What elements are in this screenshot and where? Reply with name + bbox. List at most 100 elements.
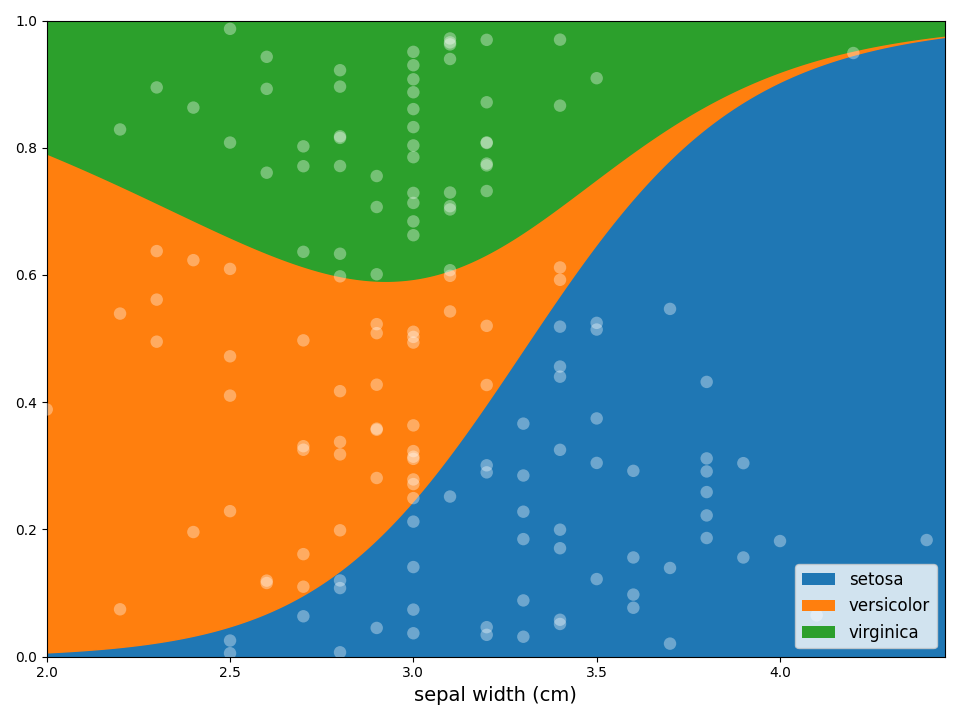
Point <box>552 100 567 112</box>
Point <box>406 453 421 464</box>
Point <box>516 534 531 545</box>
Point <box>552 361 567 372</box>
Point <box>112 308 128 320</box>
Point <box>369 423 384 434</box>
Point <box>149 294 164 305</box>
Point <box>699 486 714 498</box>
Point <box>332 582 348 594</box>
Point <box>223 137 238 148</box>
Point <box>296 161 311 172</box>
Point <box>369 202 384 213</box>
Point <box>259 51 275 63</box>
Point <box>552 618 567 630</box>
Point <box>223 23 238 35</box>
Point <box>699 510 714 521</box>
Point <box>296 335 311 346</box>
Point <box>406 122 421 133</box>
Point <box>846 48 861 59</box>
Point <box>406 451 421 462</box>
Point <box>479 137 494 148</box>
Point <box>223 390 238 401</box>
Point <box>479 138 494 149</box>
Point <box>406 478 421 490</box>
Point <box>516 506 531 518</box>
Point <box>185 254 201 266</box>
Point <box>406 46 421 58</box>
Point <box>332 436 348 448</box>
Point <box>552 321 567 333</box>
Point <box>369 379 384 390</box>
Point <box>406 492 421 504</box>
X-axis label: sepal width (cm): sepal width (cm) <box>415 686 577 705</box>
Point <box>443 32 458 44</box>
Point <box>662 638 678 649</box>
Point <box>332 647 348 658</box>
Point <box>662 562 678 574</box>
Point <box>443 204 458 215</box>
Point <box>149 81 164 93</box>
Point <box>406 187 421 199</box>
Point <box>259 577 275 589</box>
Point <box>406 326 421 338</box>
Point <box>773 535 788 546</box>
Point <box>406 104 421 115</box>
Point <box>552 614 567 626</box>
Point <box>369 622 384 634</box>
Point <box>406 73 421 85</box>
Point <box>443 491 458 503</box>
Point <box>369 328 384 339</box>
Point <box>406 331 421 343</box>
Point <box>332 525 348 536</box>
Point <box>589 573 605 585</box>
Point <box>443 264 458 276</box>
Point <box>332 130 348 142</box>
Point <box>149 336 164 348</box>
Point <box>443 270 458 282</box>
Point <box>589 457 605 469</box>
Point <box>223 647 238 659</box>
Point <box>332 132 348 144</box>
Point <box>296 246 311 258</box>
Point <box>443 306 458 318</box>
Point <box>39 404 55 415</box>
Point <box>406 562 421 573</box>
Point <box>112 124 128 135</box>
Point <box>332 385 348 397</box>
Point <box>479 160 494 171</box>
Point <box>296 611 311 622</box>
Point <box>919 534 934 546</box>
Point <box>406 197 421 209</box>
Point <box>626 589 641 600</box>
Point <box>552 444 567 456</box>
Point <box>406 86 421 98</box>
Point <box>589 324 605 336</box>
Point <box>516 418 531 429</box>
Point <box>223 263 238 274</box>
Point <box>112 603 128 615</box>
Point <box>332 161 348 172</box>
Point <box>332 575 348 586</box>
Point <box>516 631 531 642</box>
Point <box>552 34 567 45</box>
Point <box>443 186 458 198</box>
Point <box>626 602 641 613</box>
Point <box>479 96 494 108</box>
Point <box>406 628 421 639</box>
Point <box>259 575 275 586</box>
Point <box>479 459 494 471</box>
Point <box>406 151 421 163</box>
Point <box>369 318 384 330</box>
Point <box>626 552 641 563</box>
Point <box>296 140 311 152</box>
Point <box>516 469 531 481</box>
Point <box>443 200 458 212</box>
Point <box>223 505 238 517</box>
Point <box>479 629 494 641</box>
Point <box>735 457 751 469</box>
Point <box>296 444 311 456</box>
Point <box>149 246 164 257</box>
Point <box>479 185 494 197</box>
Point <box>443 39 458 50</box>
Point <box>406 140 421 151</box>
Point <box>552 542 567 554</box>
